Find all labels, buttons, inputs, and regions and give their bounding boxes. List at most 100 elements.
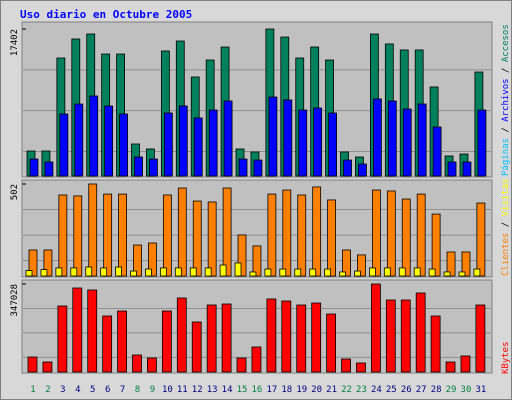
bar bbox=[221, 303, 232, 373]
bar bbox=[189, 267, 197, 277]
y-tick-label: 502 bbox=[10, 184, 20, 200]
x-tick-label: 12 bbox=[192, 385, 203, 395]
bar bbox=[59, 113, 69, 177]
bar bbox=[159, 267, 167, 277]
bar bbox=[206, 304, 217, 373]
bar bbox=[383, 267, 391, 277]
x-tick-label: 6 bbox=[105, 385, 110, 395]
bar bbox=[253, 159, 263, 177]
bar bbox=[313, 107, 323, 177]
bar bbox=[252, 245, 262, 277]
bar bbox=[283, 99, 293, 177]
x-tick-label: 16 bbox=[252, 385, 263, 395]
bar bbox=[297, 194, 307, 277]
bar bbox=[134, 156, 143, 177]
y-tick-label: 17402 bbox=[10, 29, 20, 56]
bar bbox=[298, 109, 308, 177]
bar bbox=[177, 187, 187, 277]
bar bbox=[328, 112, 338, 177]
x-tick-label: 30 bbox=[461, 385, 472, 395]
bar bbox=[281, 300, 292, 373]
x-tick-label: 21 bbox=[326, 385, 337, 395]
x-tick-label: 15 bbox=[237, 385, 248, 395]
bar bbox=[282, 189, 292, 277]
bar bbox=[249, 271, 257, 277]
bar bbox=[193, 117, 203, 177]
bar bbox=[89, 95, 99, 177]
bar bbox=[386, 190, 396, 277]
bar bbox=[343, 159, 352, 177]
bar bbox=[147, 357, 157, 373]
bar bbox=[428, 268, 436, 277]
bar bbox=[473, 268, 481, 277]
bar bbox=[237, 234, 247, 277]
bar bbox=[191, 321, 202, 373]
bar bbox=[477, 109, 487, 177]
bar bbox=[357, 254, 366, 277]
bar bbox=[294, 268, 302, 277]
bar bbox=[251, 346, 262, 373]
bar bbox=[431, 213, 441, 277]
bar bbox=[162, 194, 172, 277]
bar bbox=[133, 244, 142, 277]
bar bbox=[87, 289, 98, 373]
bar bbox=[192, 200, 202, 277]
bar bbox=[266, 298, 277, 373]
bar bbox=[85, 266, 93, 277]
bar bbox=[445, 361, 456, 373]
x-tick-label: 8 bbox=[135, 385, 140, 395]
bar bbox=[326, 313, 337, 373]
bar bbox=[461, 251, 471, 277]
x-tick-label: 26 bbox=[401, 385, 412, 395]
bar bbox=[44, 161, 54, 177]
bar bbox=[430, 315, 441, 373]
bar bbox=[443, 271, 451, 277]
bar bbox=[43, 249, 53, 277]
bar bbox=[417, 103, 427, 177]
x-tick-label: 14 bbox=[222, 385, 233, 395]
bar bbox=[174, 267, 182, 277]
bar bbox=[176, 297, 187, 373]
x-tick-label: 24 bbox=[371, 385, 382, 395]
x-tick-label: 3 bbox=[60, 385, 65, 395]
x-tick-label: 10 bbox=[162, 385, 173, 395]
bar bbox=[102, 315, 113, 373]
bar bbox=[207, 201, 217, 277]
bar bbox=[354, 270, 361, 277]
bar bbox=[475, 304, 486, 373]
bar bbox=[117, 310, 127, 373]
legend-entry: Archivos bbox=[501, 78, 511, 121]
bar bbox=[342, 249, 351, 277]
bar bbox=[55, 267, 63, 277]
bar bbox=[460, 355, 471, 373]
bar bbox=[401, 198, 411, 277]
bar bbox=[148, 242, 157, 277]
x-tick-label: 27 bbox=[416, 385, 427, 395]
bar bbox=[296, 304, 307, 373]
bar bbox=[208, 109, 218, 177]
bar bbox=[398, 267, 406, 277]
bar bbox=[446, 251, 456, 277]
bar bbox=[40, 269, 48, 277]
bar bbox=[432, 126, 442, 177]
x-tick-label: 18 bbox=[281, 385, 292, 395]
bar bbox=[222, 187, 232, 277]
bar bbox=[447, 161, 457, 177]
bar bbox=[130, 270, 137, 277]
legend: KBytes bbox=[501, 341, 511, 374]
bar bbox=[57, 305, 68, 373]
x-tick-label: 20 bbox=[311, 385, 322, 395]
bar bbox=[119, 113, 128, 177]
bar bbox=[327, 199, 337, 277]
bar bbox=[74, 103, 84, 177]
bar bbox=[387, 100, 397, 177]
bar bbox=[339, 271, 346, 277]
x-tick-label: 4 bbox=[75, 385, 80, 395]
bar bbox=[88, 183, 98, 277]
bar bbox=[385, 299, 396, 373]
bar bbox=[73, 195, 83, 277]
legend-separator: / bbox=[501, 62, 511, 78]
x-tick-label: 28 bbox=[431, 385, 442, 395]
legend-entry: Visitas bbox=[501, 178, 511, 216]
x-tick-label: 9 bbox=[150, 385, 155, 395]
